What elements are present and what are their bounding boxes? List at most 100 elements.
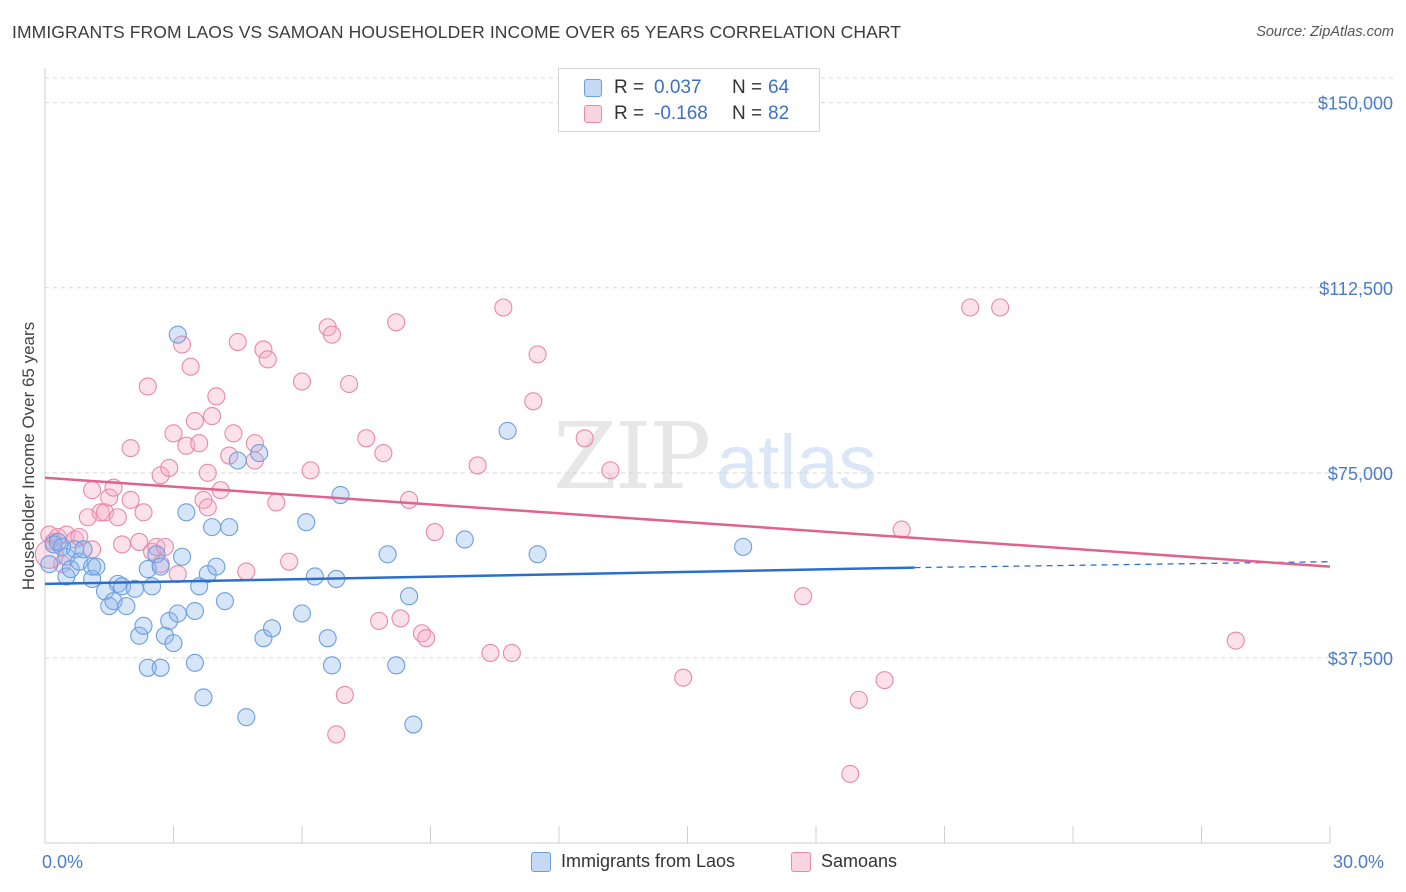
samoans-point (91, 503, 110, 522)
laos-point (185, 653, 204, 672)
samoans-point (340, 374, 359, 394)
y-tick-label: $150,000 (1318, 94, 1393, 114)
laos-point (138, 658, 157, 677)
laos-points (40, 325, 753, 734)
x-tick-label-min: 0.0% (42, 852, 84, 872)
laos-point (151, 658, 170, 677)
laos-point (87, 557, 106, 576)
laos-point (400, 587, 419, 606)
laos-point (207, 557, 226, 576)
legend-item-samoans[interactable]: Samoans (791, 851, 897, 872)
samoans-point (267, 493, 286, 512)
samoans-point (494, 298, 513, 317)
laos-point (498, 421, 517, 440)
samoans-point (220, 446, 239, 465)
samoans-point (327, 725, 346, 744)
laos-point (164, 634, 183, 653)
laos-point (83, 557, 102, 576)
y-tick-label: $112,500 (1319, 279, 1393, 299)
laos-point (143, 577, 162, 596)
laos-point (215, 592, 234, 611)
samoans-point (374, 444, 393, 463)
samoans-point (370, 611, 389, 630)
samoans-point (301, 461, 320, 480)
samoans-point (875, 671, 894, 690)
samoans-point (138, 377, 157, 396)
n-label: N = (732, 77, 763, 98)
samoans-point (254, 340, 273, 359)
samoans-point (237, 562, 256, 581)
laos-trend-line (44, 566, 915, 586)
samoans-point (468, 456, 487, 475)
y-tick-label: $37,500 (1328, 649, 1393, 669)
samoans-point (228, 332, 247, 352)
samoans-point (481, 643, 500, 663)
legend-row-samoans: R = -0.168 N = 82 (584, 102, 789, 126)
laos-point (74, 540, 93, 559)
samoans-point (258, 350, 277, 369)
samoans-point (164, 424, 183, 443)
samoans-point (181, 357, 200, 376)
samoans-point (224, 424, 243, 443)
watermark-zip: ZIP (553, 403, 709, 510)
laos-point (134, 616, 153, 635)
laos-point (297, 513, 316, 532)
laos-point (387, 656, 406, 675)
laos-point (250, 444, 269, 463)
samoans-point (190, 434, 209, 453)
y-tick-label: $75,000 (1328, 464, 1393, 484)
samoans-point (121, 439, 140, 458)
samoans-point (357, 429, 376, 448)
laos-point (173, 547, 192, 566)
samoans-point (292, 372, 312, 391)
samoans-point (113, 535, 132, 554)
laos-point (318, 629, 337, 648)
samoans-point (502, 643, 521, 663)
laos-point (177, 503, 196, 522)
laos-point (292, 604, 312, 623)
samoans-point (322, 325, 342, 344)
samoans-point (280, 552, 299, 571)
laos-legend-label: Immigrants from Laos (561, 851, 736, 871)
laos-point (404, 715, 423, 734)
n-value: 82 (768, 103, 790, 124)
samoans-point (1226, 631, 1245, 650)
laos-point (455, 530, 474, 549)
r-value: -0.168 (654, 103, 708, 124)
samoans-swatch (584, 105, 602, 123)
laos-point (194, 688, 213, 707)
laos-point (168, 604, 187, 623)
samoans-point (575, 429, 594, 448)
samoans-point (130, 532, 149, 551)
laos-legend-swatch (531, 851, 551, 872)
legend-row-laos: R = 0.037 N = 64 (584, 76, 789, 100)
samoans-point (794, 587, 813, 606)
laos-point (203, 518, 222, 537)
laos-point (734, 537, 753, 556)
samoans-point (207, 387, 226, 406)
samoans-point (168, 564, 187, 584)
n-label: N = (732, 103, 763, 124)
source-label: Source: ZipAtlas.com (1256, 24, 1394, 40)
samoans-point (425, 523, 444, 542)
axes (44, 68, 1331, 844)
samoans-point (335, 685, 354, 704)
watermark-atlas: atlas (716, 420, 877, 505)
y-tick-labels: $37,500 $75,000 $112,500 $150,000 (1318, 94, 1393, 669)
x-tick-label-max: 30.0% (1333, 852, 1385, 872)
laos-point (322, 656, 342, 675)
laos-point (185, 601, 204, 621)
legend-item-laos[interactable]: Immigrants from Laos (531, 851, 735, 872)
samoans-point (391, 609, 410, 628)
samoans-point (134, 503, 153, 522)
laos-point (378, 545, 397, 564)
samoans-point (601, 461, 620, 480)
samoans-point (100, 488, 119, 507)
laos-point (130, 626, 149, 645)
laos-point (305, 567, 324, 586)
samoans-point (961, 298, 980, 317)
samoans-point (387, 313, 406, 332)
laos-point (117, 597, 136, 616)
samoans-point (991, 298, 1010, 317)
